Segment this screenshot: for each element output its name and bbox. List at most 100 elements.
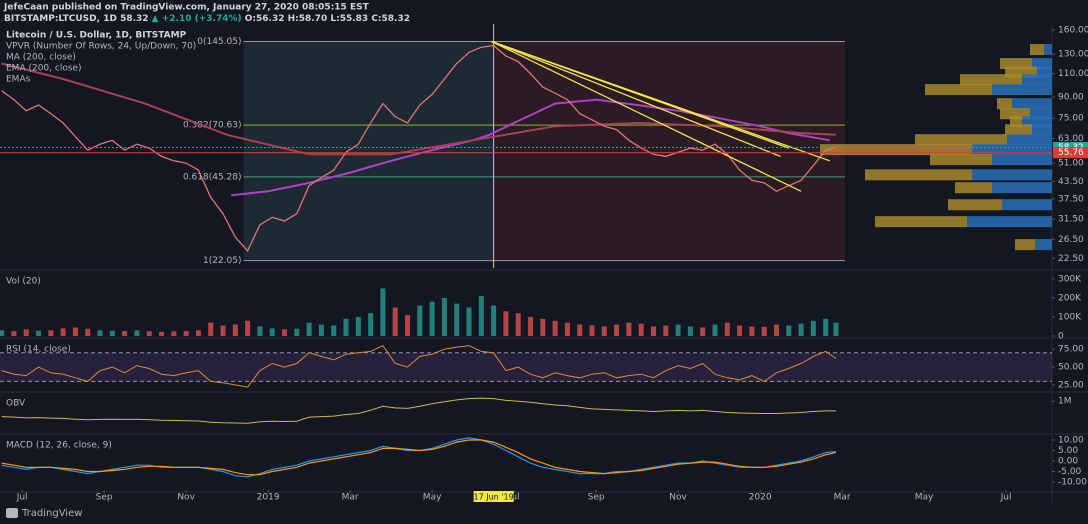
- volume-bar: [798, 323, 804, 336]
- volume-bar: [773, 324, 779, 336]
- vpvr-down: [1005, 124, 1032, 136]
- y-tick-label: 25.00: [1058, 380, 1084, 390]
- vpvr-up: [972, 169, 1052, 181]
- volume-bar: [601, 326, 607, 336]
- close: C:58.32: [371, 14, 410, 24]
- indicator-line: [1, 397, 836, 424]
- volume-bar: [614, 324, 620, 336]
- low: L:55.83: [330, 14, 368, 24]
- trendline: [491, 40, 790, 149]
- vpvr-up: [1002, 199, 1052, 211]
- vpvr-up: [992, 154, 1052, 166]
- vpvr-down: [997, 98, 1012, 110]
- volume-bar: [146, 331, 152, 336]
- volume-bar: [833, 322, 839, 336]
- y-tick-label: 37.50: [1058, 194, 1084, 204]
- volume-bar: [72, 327, 78, 336]
- y-tick-label: 90.00: [1058, 92, 1084, 102]
- high: H:58.70: [288, 14, 328, 24]
- fib-label: 1(22.05): [203, 256, 242, 266]
- y-tick-label: 43.50: [1058, 177, 1084, 187]
- y-tick-label: -5.00: [1058, 467, 1082, 477]
- volume-bar: [392, 307, 398, 336]
- pane-title: Vol (20): [6, 277, 41, 287]
- vpvr-up: [1030, 108, 1052, 120]
- y-tick-label: 160.00: [1058, 26, 1088, 36]
- vpvr-down: [1005, 66, 1037, 78]
- volume-bar: [429, 301, 435, 336]
- y-tick-label: 75.00: [1058, 114, 1084, 124]
- symbol: BITSTAMP:LTCUSD, 1D: [4, 14, 117, 24]
- volume-bar: [417, 305, 423, 336]
- x-tick-label: Sep: [588, 493, 605, 503]
- x-tick-label: 2020: [749, 493, 772, 503]
- y-tick-label: 100K: [1058, 312, 1082, 322]
- vpvr-up: [972, 144, 1052, 156]
- volume-bar: [343, 318, 349, 336]
- volume-bar: [651, 326, 657, 336]
- y-tick-label: 31.50: [1058, 215, 1084, 225]
- volume-bar: [269, 328, 275, 336]
- volume-bar: [232, 324, 238, 336]
- vpvr-up: [1032, 124, 1052, 136]
- x-tick-label: Sep: [96, 493, 113, 503]
- vpvr-up: [1022, 74, 1052, 86]
- rsi-band: [0, 352, 1052, 382]
- last-price: 58.32: [120, 14, 148, 24]
- vpvr-down: [1000, 108, 1030, 120]
- x-tick-label: Jul: [16, 493, 28, 503]
- y-tick-label: 130.00: [1058, 50, 1088, 60]
- trendline: [491, 40, 802, 192]
- volume-bar: [564, 322, 570, 336]
- x-tick-label: Nov: [669, 493, 687, 503]
- volume-bar: [552, 320, 558, 336]
- price-tag: [1053, 147, 1088, 159]
- volume-bar: [724, 322, 730, 336]
- pane-title: MACD (12, 26, close, 9): [6, 441, 112, 451]
- y-tick-label: 0: [1058, 332, 1064, 342]
- volume-bar: [700, 327, 706, 336]
- volume-bar: [257, 326, 263, 336]
- moving-average: [231, 98, 830, 197]
- volume-bar: [48, 330, 54, 336]
- volume-bar: [466, 307, 472, 336]
- volume-bar: [159, 331, 165, 336]
- volume-bar: [675, 324, 681, 336]
- volume-bar: [712, 324, 718, 336]
- fib-zone-left: [243, 41, 494, 261]
- volume-bar: [97, 330, 103, 336]
- vpvr-down: [925, 84, 992, 96]
- vpvr-down: [1010, 116, 1022, 128]
- volume-bar: [577, 324, 583, 336]
- volume-bar: [134, 330, 140, 336]
- vpvr-down: [875, 216, 967, 228]
- vpvr-down: [820, 144, 972, 156]
- volume-bar: [823, 318, 829, 336]
- price-line: [1, 44, 837, 252]
- volume-bar: [208, 322, 214, 336]
- y-tick-label: 22.50: [1058, 254, 1084, 264]
- y-tick-label: 300K: [1058, 274, 1082, 284]
- vpvr-down: [930, 154, 992, 166]
- volume-bar: [810, 320, 816, 336]
- vpvr-down: [1030, 44, 1044, 56]
- vpvr-up: [967, 216, 1052, 228]
- volume-bar: [491, 305, 497, 336]
- x-tick-label: Nov: [177, 493, 195, 503]
- volume-bar: [737, 325, 743, 336]
- trendline: [491, 40, 781, 158]
- volume-bar: [220, 325, 226, 336]
- y-tick-label: 26.50: [1058, 235, 1084, 245]
- fib-label: 0.618(45.28): [183, 172, 242, 182]
- vpvr-up: [1037, 66, 1052, 78]
- volume-bar: [405, 315, 411, 336]
- price-tag-label: 55.76: [1058, 148, 1084, 158]
- volume-bar: [589, 325, 595, 336]
- volume-bar: [282, 329, 288, 336]
- x-tick-label: May: [423, 493, 442, 503]
- vpvr-up: [1044, 44, 1052, 56]
- volume-bar: [786, 325, 792, 336]
- volume-bar: [23, 329, 29, 336]
- y-tick-label: 200K: [1058, 293, 1082, 303]
- volume-bar: [663, 325, 669, 336]
